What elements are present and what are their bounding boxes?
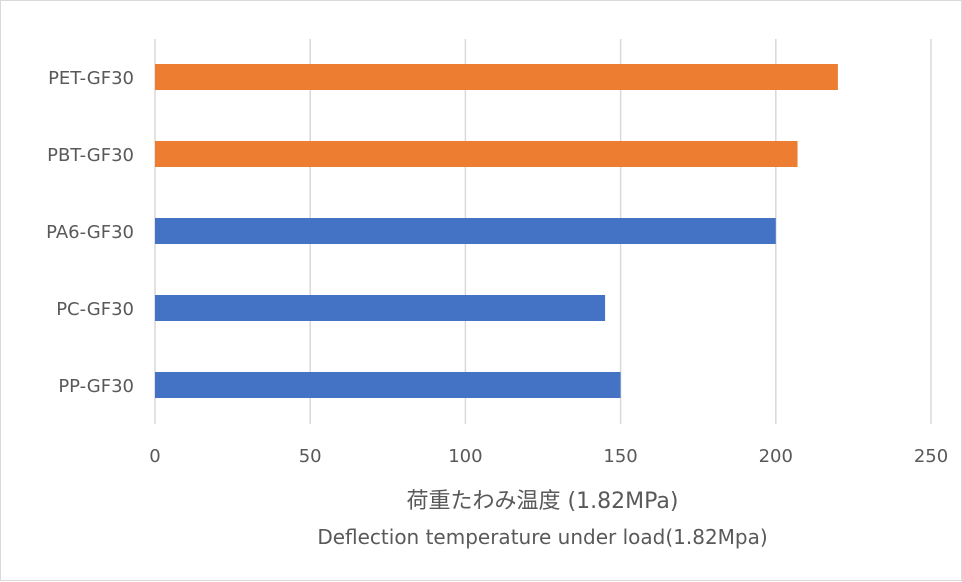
category-label-pa6-gf30: PA6-GF30 [46, 222, 134, 243]
category-label-pc-gf30: PC-GF30 [56, 299, 134, 320]
x-tick-label-50: 50 [299, 446, 322, 467]
category-label-pet-gf30: PET-GF30 [48, 68, 134, 89]
bar-pc-gf30 [155, 295, 606, 321]
bar-pa6-gf30 [155, 218, 776, 244]
bar-pp-gf30 [155, 372, 621, 398]
category-label-pp-gf30: PP-GF30 [58, 376, 134, 397]
x-tick-label-0: 0 [149, 446, 160, 467]
x-tick-label-150: 150 [603, 446, 637, 467]
x-tick-label-250: 250 [914, 446, 948, 467]
x-axis-title-japanese: 荷重たわみ温度 (1.82MPa) [406, 489, 679, 514]
bar-pbt-gf30 [155, 141, 798, 167]
x-axis-title-english: Deflection temperature under load(1.82Mp… [317, 525, 768, 549]
x-tick-label-200: 200 [759, 446, 793, 467]
x-tick-label-100: 100 [448, 446, 482, 467]
bar-pet-gf30 [155, 64, 838, 90]
category-label-pbt-gf30: PBT-GF30 [47, 145, 134, 166]
